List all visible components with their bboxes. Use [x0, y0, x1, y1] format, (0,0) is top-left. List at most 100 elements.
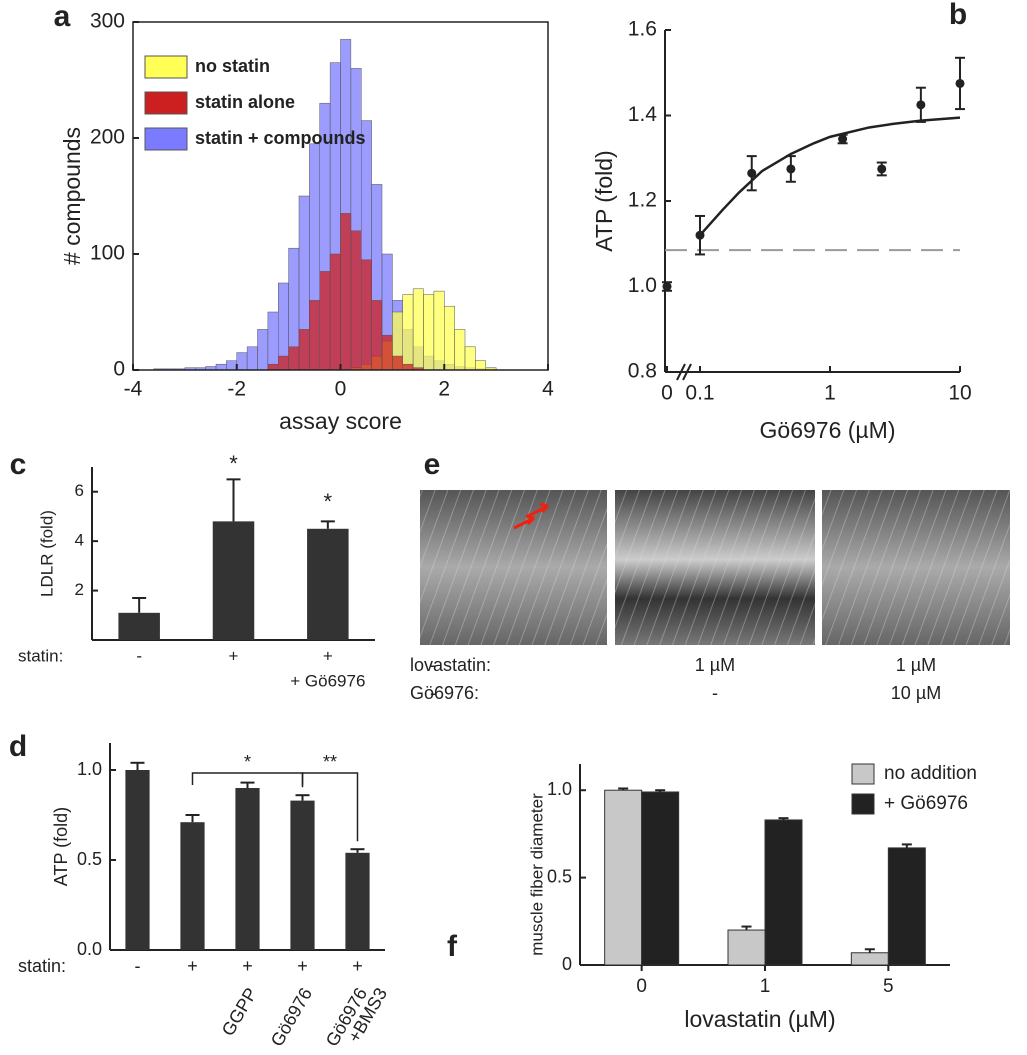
histogram-bar — [309, 300, 320, 371]
histogram-bar — [340, 213, 352, 371]
data-point — [916, 100, 926, 110]
category-label: - — [135, 956, 141, 976]
y-tick-label: 0.5 — [547, 866, 572, 886]
histogram-bar — [329, 253, 341, 371]
x-tick-label: -4 — [124, 378, 143, 401]
y-tick-label: 2 — [75, 580, 84, 599]
row-label: lovastatin: — [410, 655, 491, 675]
bar — [345, 852, 370, 950]
data-point — [838, 134, 848, 144]
histogram-bar — [278, 355, 289, 371]
x-axis-label: Gö6976 (µM) — [760, 417, 896, 443]
y-tick-label: 0 — [562, 954, 572, 974]
data-point — [747, 168, 757, 178]
bar — [212, 521, 255, 640]
sub-label: GGPP — [218, 984, 261, 1039]
histogram-bar — [433, 290, 445, 371]
x-tick-label: 0 — [661, 382, 673, 405]
x-tick-label: 0 — [636, 976, 647, 997]
bar — [727, 929, 766, 966]
row-label: statin: — [18, 956, 66, 976]
bar — [235, 788, 260, 950]
y-tick-label: 300 — [90, 10, 125, 33]
legend-swatch — [851, 793, 875, 815]
data-point — [877, 164, 887, 174]
histogram-bar — [267, 311, 279, 371]
histogram-bar — [475, 360, 486, 371]
bar — [604, 789, 643, 966]
histogram-bar — [236, 352, 248, 371]
histogram-bar — [257, 329, 269, 371]
y-tick-label: 6 — [75, 481, 84, 500]
panel-letter: f — [447, 930, 458, 963]
bar — [180, 822, 205, 950]
y-tick-label: 0 — [113, 358, 125, 381]
x-tick-label: 0 — [335, 378, 347, 401]
y-tick-label: 0.5 — [77, 849, 102, 869]
panel-letter: d — [9, 730, 27, 763]
histogram-bar — [423, 294, 435, 371]
category-label: + — [242, 956, 253, 976]
histogram-bar — [246, 346, 258, 371]
row-label: statin: — [18, 646, 63, 665]
significance: * — [244, 752, 251, 772]
micrograph-texture — [420, 490, 607, 645]
category-label: + — [323, 646, 333, 665]
significance: * — [229, 451, 238, 476]
row-label: Gö6976: — [410, 683, 479, 703]
data-point — [955, 78, 965, 88]
histogram-bar — [454, 329, 466, 371]
condition-label: - — [430, 683, 436, 703]
condition-label: - — [430, 655, 436, 675]
bar — [118, 612, 160, 640]
y-tick-label: 200 — [90, 126, 125, 149]
x-axis-label: assay score — [279, 408, 402, 434]
panel-letter: a — [54, 0, 71, 33]
data-point — [786, 164, 796, 174]
x-tick-label: 4 — [542, 378, 554, 401]
fit-curve — [699, 116, 961, 237]
micrographs — [420, 490, 1010, 645]
histogram-bar — [215, 363, 227, 371]
y-tick-label: 1.0 — [628, 274, 657, 297]
bar — [850, 952, 889, 966]
x-tick-label: 1 — [824, 382, 836, 405]
bar — [887, 847, 926, 966]
panel-letter: c — [10, 448, 27, 481]
legend-label: statin + compounds — [195, 128, 366, 148]
micrograph-texture — [615, 490, 815, 645]
y-axis-label: muscle fiber diameter — [527, 793, 546, 956]
bar — [764, 819, 803, 966]
y-tick-label: 1.0 — [77, 759, 102, 779]
legend-label: statin alone — [195, 92, 295, 112]
x-axis-label: lovastatin (µM) — [684, 1006, 835, 1032]
x-tick-label: 1 — [760, 976, 771, 997]
condition-label: - — [712, 683, 718, 703]
micrograph-texture — [822, 490, 1010, 645]
category-label: - — [136, 646, 142, 665]
data-point — [662, 282, 672, 291]
y-tick-label: 0.0 — [77, 939, 102, 959]
axis-break — [676, 363, 692, 381]
category-label: + — [229, 646, 239, 665]
x-tick-label: 5 — [883, 976, 894, 997]
histogram-bar — [371, 300, 383, 371]
y-axis-label: ATP (fold) — [51, 807, 71, 886]
y-axis-label: ATP (fold) — [591, 150, 617, 251]
histogram-bar — [267, 363, 279, 371]
histogram-bar — [392, 355, 403, 371]
legend-label: no statin — [195, 56, 270, 76]
bar — [125, 770, 150, 950]
y-tick-label: 1.4 — [628, 103, 658, 126]
histogram-bar — [361, 259, 372, 371]
bar — [290, 800, 315, 950]
y-axis-label: LDLR (fold) — [37, 510, 56, 597]
y-tick-label: 1.0 — [547, 779, 572, 799]
sub-label: Gö6976 — [267, 984, 316, 1049]
significance: * — [324, 489, 333, 514]
y-axis-label: # compounds — [59, 127, 85, 265]
histogram-bar — [412, 288, 424, 371]
histogram-bar — [402, 363, 414, 371]
histogram-bar — [319, 271, 331, 371]
legend-label: + Gö6976 — [884, 793, 968, 814]
